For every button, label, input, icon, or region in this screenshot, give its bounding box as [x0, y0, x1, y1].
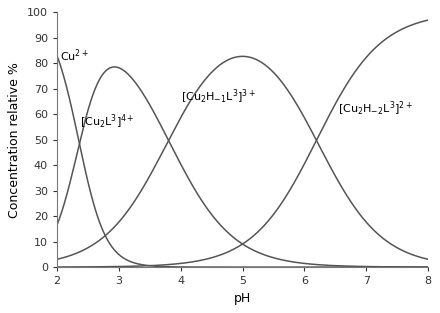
Text: [Cu$_2$H$_{-1}$L$^3$]$^{3+}$: [Cu$_2$H$_{-1}$L$^3$]$^{3+}$ [181, 87, 256, 105]
Y-axis label: Concentration relative %: Concentration relative % [8, 62, 21, 218]
Text: [Cu$_2$H$_{-2}$L$^3$]$^{2+}$: [Cu$_2$H$_{-2}$L$^3$]$^{2+}$ [338, 100, 413, 118]
Text: Cu$^{2+}$: Cu$^{2+}$ [60, 47, 89, 64]
Text: [Cu$_2$L$^3$]$^{4+}$: [Cu$_2$L$^3$]$^{4+}$ [81, 113, 135, 131]
X-axis label: pH: pH [234, 292, 251, 305]
